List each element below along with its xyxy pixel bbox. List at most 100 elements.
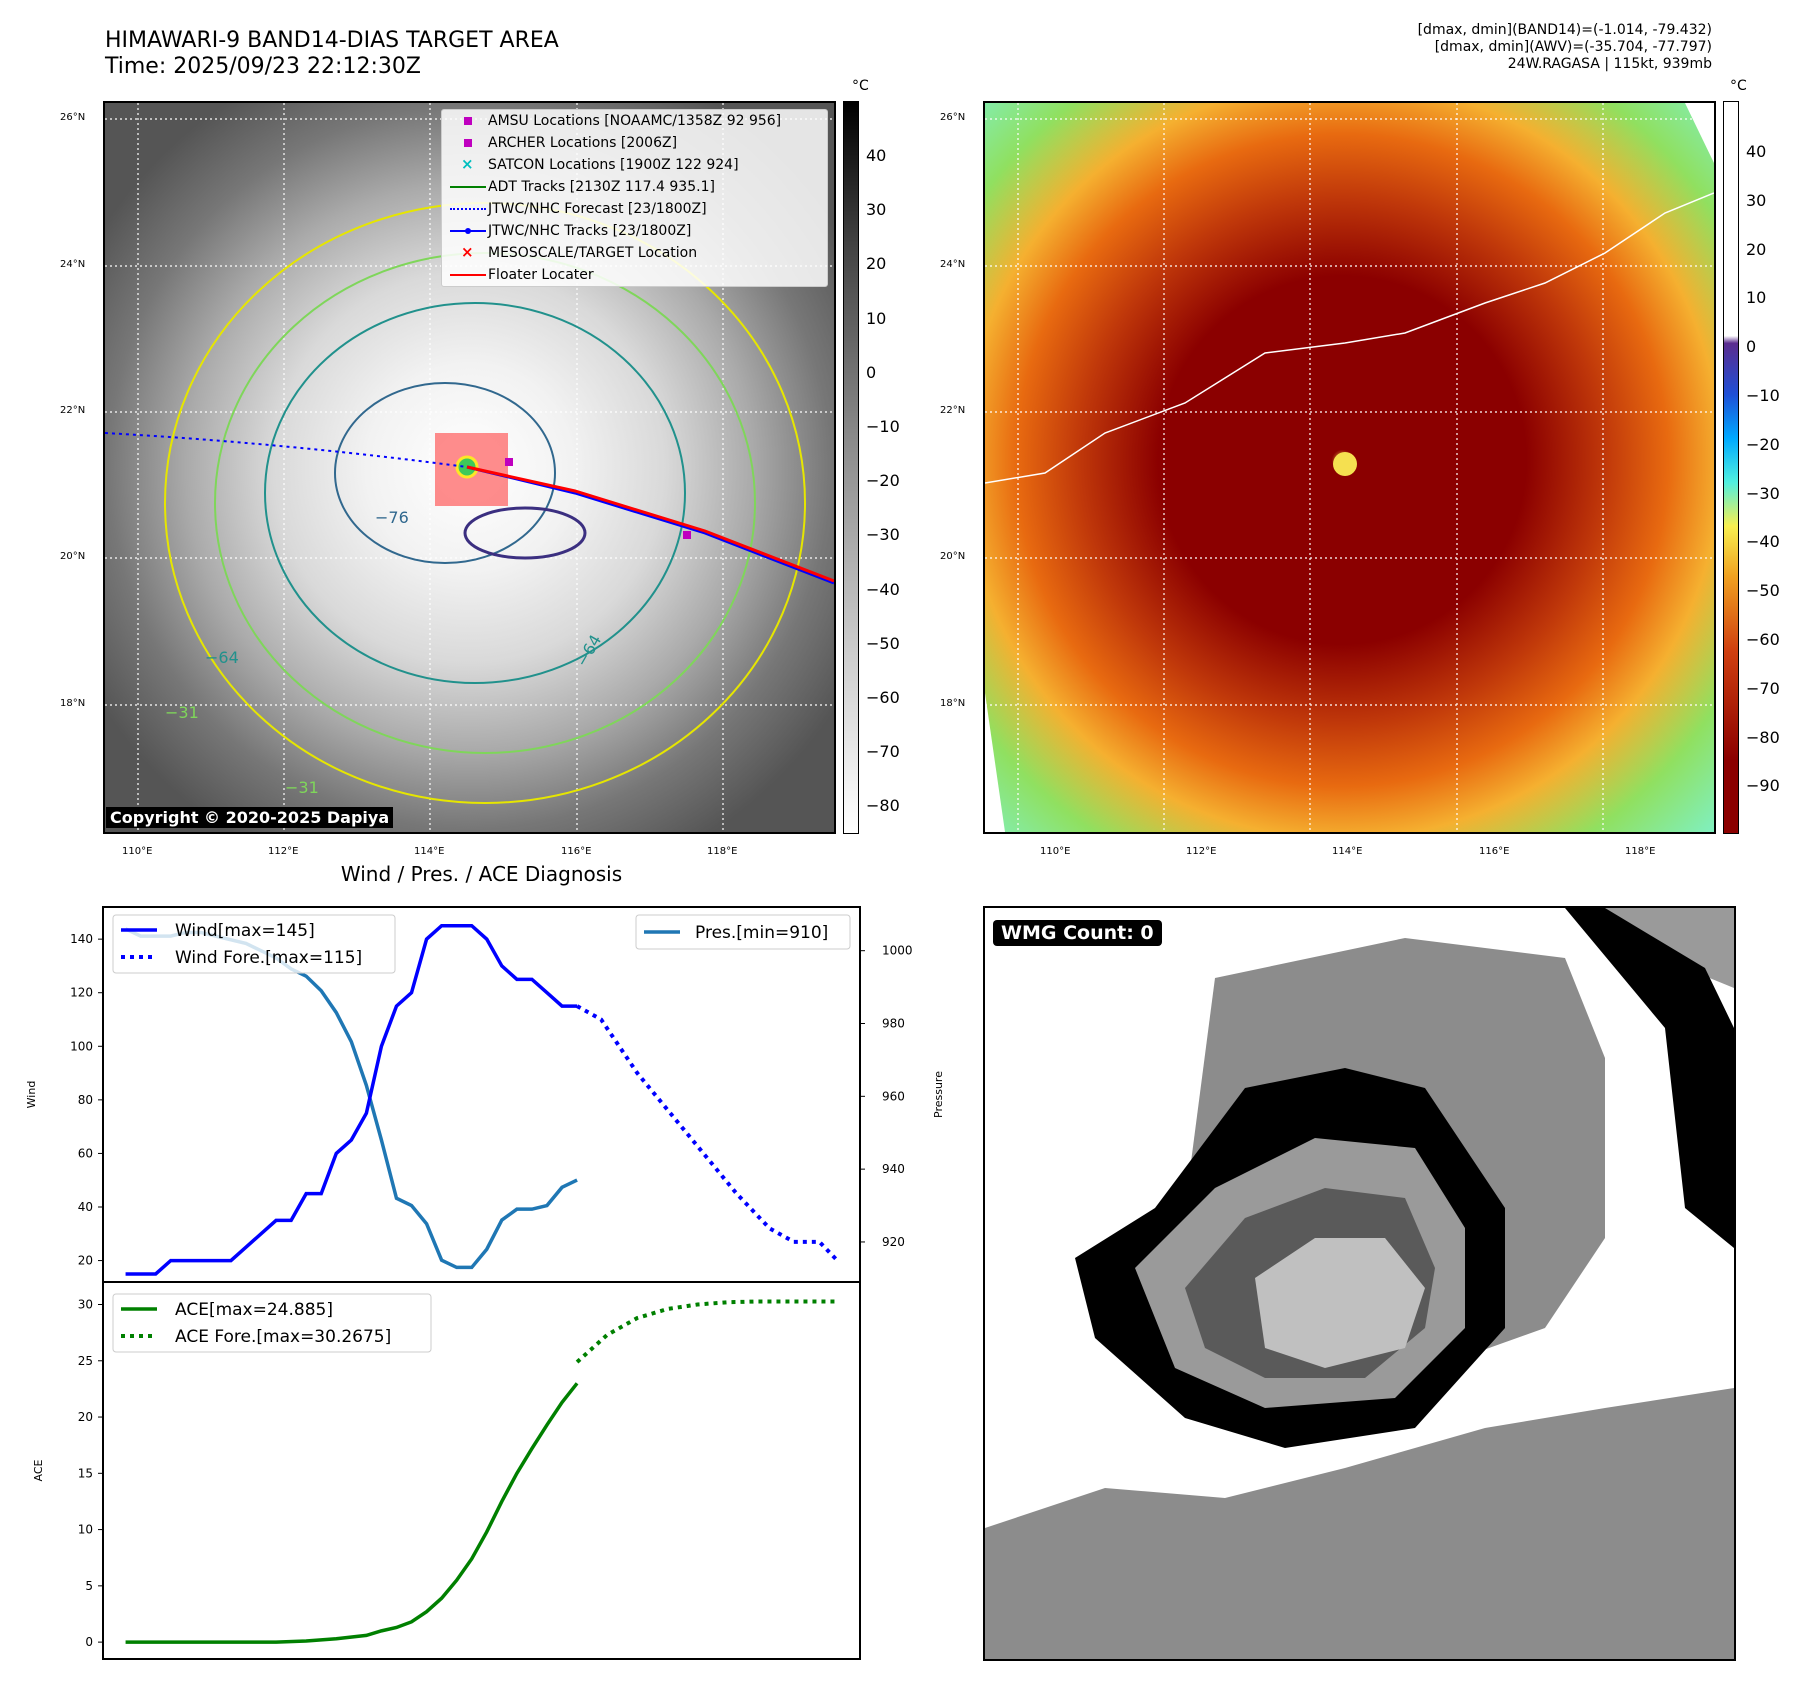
archer-marker (505, 458, 513, 466)
legend-item-jtwc-forecast: JTWC/NHC Forecast [23/1800Z] (442, 198, 827, 220)
ir-colorbar-tick: −20 (866, 471, 900, 491)
awv-colorbar-tick: −70 (1746, 678, 1780, 698)
contour-label: −64 (205, 648, 239, 667)
wind-legend: Wind[max=145] Wind Fore.[max=115] (112, 914, 396, 974)
ir-colorbar-tick: −70 (866, 742, 900, 762)
wind-ytick-label: 80 (78, 1093, 93, 1107)
ace-legend: ACE[max=24.885] ACE Fore.[max=30.2675] (112, 1293, 432, 1353)
wmg-corner-black (1565, 908, 1734, 1248)
wmg-outer-band (985, 1388, 1734, 1659)
ir-colorbar-tick: 10 (866, 308, 887, 328)
ir-colorbar-tick: 0 (866, 362, 877, 382)
ace-ytick-label: 10 (78, 1523, 93, 1537)
ir-map-panel: −76 −64 −31 −31 −64 Copyright © 2020-202… (103, 101, 836, 834)
wind-ytick-label: 120 (70, 986, 93, 1000)
legend-item-archer: ARCHER Locations [2006Z] (442, 132, 827, 154)
ace-ytick-label: 25 (78, 1354, 93, 1368)
wind-forecast-line (576, 1004, 839, 1262)
legend-item-adt: ADT Tracks [2130Z 117.4 935.1] (442, 176, 827, 198)
coastline (985, 192, 1714, 484)
storm-info: [dmax, dmin](BAND14)=(-1.014, -79.432) [… (1418, 22, 1712, 73)
amsu-marker (683, 531, 691, 539)
copyright-badge: Copyright © 2020-2025 Dapiya (106, 807, 394, 828)
jtwc-forecast-track (105, 432, 468, 468)
diagnosis-title: Wind / Pres. / ACE Diagnosis (340, 862, 623, 886)
awv-colorbar (1723, 101, 1739, 834)
ir-colorbar (843, 101, 859, 834)
awv-colorbar-tick: 0 (1746, 337, 1757, 357)
ir-colorbar-unit: °C (852, 78, 869, 94)
contour-blue (334, 382, 556, 564)
pressure-line (124, 927, 578, 1270)
ace-axis-label: ACE (32, 1459, 45, 1481)
ir-colorbar-tick: −30 (866, 525, 900, 545)
jtwc-track (466, 465, 834, 585)
wind-ytick-label: 60 (78, 1146, 93, 1160)
wmg-count-badge: WMG Count: 0 (993, 920, 1162, 946)
awv-colorbar-unit: °C (1730, 78, 1747, 94)
awv-colorbar-tick: 10 (1746, 288, 1767, 308)
wmg-panel: WMG Count: 0 (983, 906, 1736, 1661)
ir-colorbar-tick: 30 (866, 200, 887, 220)
contour-teal (264, 302, 686, 684)
wind-line (125, 924, 578, 1276)
wind-ytick-label: 100 (70, 1039, 93, 1053)
contour-darkblue (463, 506, 587, 560)
awv-colorbar-tick: 30 (1746, 190, 1767, 210)
map-legend: AMSU Locations [NOAAMC/1358Z 92 956] ARC… (441, 109, 828, 287)
ace-line (125, 1382, 579, 1644)
ace-ytick-label: 30 (78, 1298, 93, 1312)
awv-range: [dmax, dmin](AWV)=(-35.704, -77.797) (1434, 39, 1712, 55)
legend-item-amsu: AMSU Locations [NOAAMC/1358Z 92 956] (442, 110, 827, 132)
ace-forecast-line (575, 1299, 838, 1364)
legend-pressure: Pres.[min=910] (695, 923, 828, 943)
awv-colorbar-tick: 20 (1746, 239, 1767, 259)
map-title-line1: HIMAWARI-9 BAND14-DIAS TARGET AREA (105, 28, 559, 53)
ir-colorbar-tick: 20 (866, 254, 887, 274)
pressure-ytick-label: 980 (882, 1017, 905, 1031)
awv-colorbar-tick: −20 (1746, 434, 1780, 454)
awv-colorbar-tick: −40 (1746, 532, 1780, 552)
legend-item-satcon: × SATCON Locations [1900Z 122 924] (461, 155, 739, 173)
awv-colorbar-tick: 40 (1746, 142, 1767, 161)
pressure-ytick-label: 1000 (882, 944, 913, 958)
awv-map-panel (983, 101, 1716, 834)
contour-label: −31 (285, 778, 319, 797)
legend-item-mesoscale: × MESOSCALE/TARGET Location (461, 243, 698, 261)
ir-colorbar-tick: 40 (866, 146, 887, 165)
ace-ytick-label: 0 (85, 1635, 93, 1649)
awv-colorbar-tick: −10 (1746, 386, 1780, 405)
ir-colorbar-tick: −80 (866, 796, 900, 816)
legend-wind-forecast: Wind Fore.[max=115] (175, 948, 362, 968)
wind-ytick-label: 20 (78, 1254, 93, 1268)
legend-wind: Wind[max=145] (175, 921, 315, 941)
awv-colorbar-tick: −90 (1746, 776, 1780, 796)
wmg-image (985, 908, 1734, 1659)
legend-ace: ACE[max=24.885] (175, 1300, 333, 1320)
ace-axes (102, 1281, 861, 1660)
ace-ytick-label: 20 (78, 1410, 93, 1424)
wind-axis-label: Wind (25, 1081, 38, 1109)
eye-warm-spot (1333, 452, 1357, 476)
ace-ytick-label: 15 (78, 1466, 93, 1480)
legend-item-jtwc-tracks: JTWC/NHC Tracks [23/1800Z] (442, 220, 827, 242)
awv-colorbar-tick: −60 (1746, 630, 1780, 649)
storm-name-intensity: 24W.RAGASA | 115kt, 939mb (1507, 56, 1712, 72)
pressure-ytick-label: 960 (882, 1089, 905, 1103)
awv-map-overlay (985, 103, 1714, 832)
pressure-ytick-label: 920 (882, 1235, 905, 1249)
contour-label: −64 (572, 631, 605, 670)
ir-colorbar-tick: −60 (866, 688, 900, 707)
ir-colorbar-tick: −50 (866, 633, 900, 653)
pressure-ytick-label: 940 (882, 1162, 905, 1176)
contour-label: −76 (375, 508, 409, 527)
pressure-legend: Pres.[min=910] (635, 914, 851, 950)
wmg-eye (1255, 1238, 1425, 1368)
no-data-corner-left (985, 693, 1005, 832)
map-title: HIMAWARI-9 BAND14-DIAS TARGET AREA Time:… (105, 28, 559, 80)
ir-colorbar-tick: −10 (866, 417, 900, 436)
band14-range: [dmax, dmin](BAND14)=(-1.014, -79.432) (1417, 22, 1712, 38)
ace-ytick-label: 5 (85, 1579, 93, 1593)
contour-label: −31 (165, 703, 199, 722)
